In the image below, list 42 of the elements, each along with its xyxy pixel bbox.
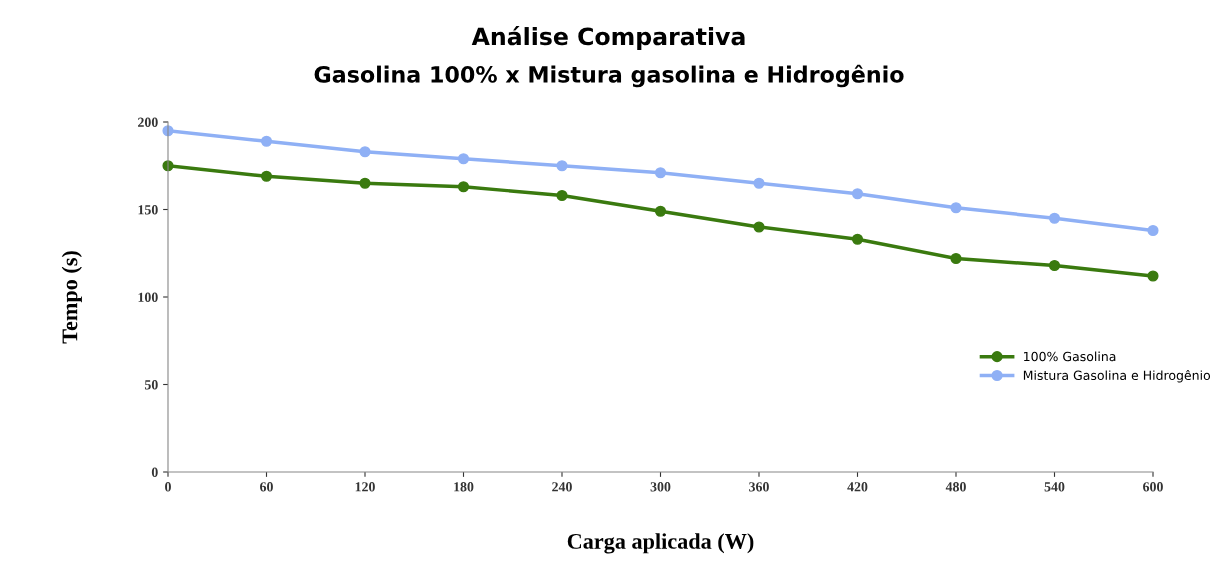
point	[1147, 270, 1159, 282]
x-tick-label: 120	[355, 482, 375, 492]
x-tick-label: 300	[650, 482, 671, 492]
y-tick-label: 150	[138, 205, 158, 215]
chart-subtitle: Gasolina 100% x Mistura gasolina e Hidrogênio	[314, 64, 904, 88]
y-tick-label: 50	[144, 380, 158, 390]
x-tick-label: 0	[165, 482, 171, 492]
x-tick-label: 420	[847, 482, 868, 492]
y-tick-label: 200	[138, 117, 158, 127]
x-tick-label: 360	[749, 482, 769, 492]
point	[753, 177, 765, 189]
point	[457, 181, 470, 193]
x-tick-label: 240	[552, 482, 572, 492]
legend-label: 100% Gasolina	[1024, 351, 1116, 362]
point	[851, 233, 864, 245]
point	[556, 160, 568, 172]
point	[260, 135, 273, 147]
x-tick-label: 60	[260, 482, 273, 492]
point	[556, 189, 568, 202]
x-tick-label: 600	[1143, 482, 1163, 492]
x-tick-label: 540	[1044, 482, 1065, 492]
point	[359, 146, 371, 158]
y-tick-label: 100	[138, 292, 158, 302]
point	[753, 221, 765, 233]
chart-title: Análise Comparativa	[471, 26, 745, 50]
point	[654, 205, 667, 217]
y-tick-label: 0	[151, 467, 158, 477]
point	[260, 170, 273, 182]
x-tick-label: 180	[454, 482, 474, 492]
point	[1048, 259, 1061, 272]
point	[950, 202, 962, 214]
x-tick-label: 480	[945, 482, 966, 492]
point	[1048, 212, 1061, 224]
y-axis-title: Tempo (s)	[61, 251, 82, 344]
legend-label: Mistura Gasolina e Hidrogênio	[1023, 369, 1211, 383]
point	[457, 153, 470, 165]
point	[1147, 224, 1159, 237]
x-axis-title: Carga aplicada (W)	[567, 533, 754, 554]
point	[654, 167, 667, 179]
point	[950, 252, 962, 265]
point	[359, 177, 371, 189]
point	[851, 188, 864, 200]
